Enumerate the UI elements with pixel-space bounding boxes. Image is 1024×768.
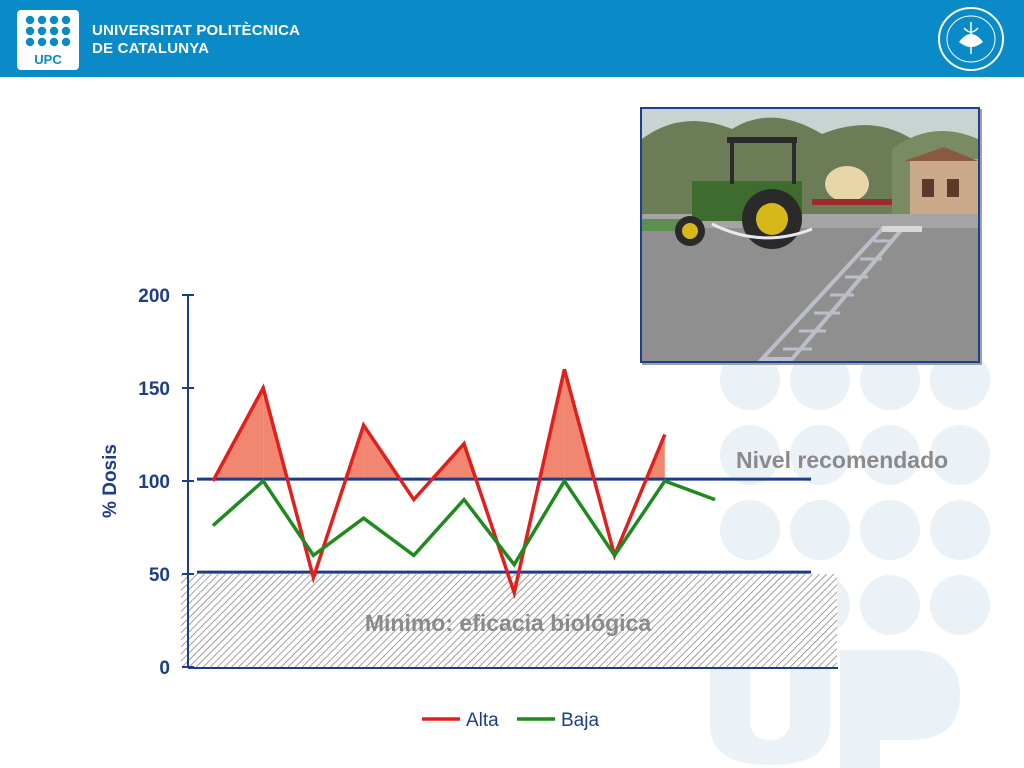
- tractor-sprayer-photo: [640, 107, 980, 363]
- series-line-alta: [211, 368, 667, 600]
- logo-dot: [25, 15, 35, 25]
- logo-dot: [49, 26, 59, 36]
- logo-dot: [49, 15, 59, 25]
- recommended-level-label: Nivel recomendado: [736, 447, 948, 473]
- logo-dot: [25, 37, 35, 47]
- minimum-efficacy-label: Mínimo: eficacia biológica: [365, 610, 651, 636]
- y-tick-label: 200: [138, 286, 170, 307]
- logo-text: UPC: [34, 52, 62, 67]
- logo-dot: [61, 37, 71, 47]
- logo-dot: [49, 37, 59, 47]
- university-name-line2: DE CATALUNYA: [92, 40, 210, 57]
- university-name: UNIVERSITAT POLITÈCNICA DE CATALUNYA: [92, 22, 300, 58]
- header-bar: UPC UNIVERSITAT POLITÈCNICA DE CATALUNYA: [0, 0, 1024, 77]
- school-seal-icon: [938, 7, 1004, 71]
- legend-label-baja: Baja: [561, 710, 599, 731]
- y-tick-label: 150: [138, 379, 170, 400]
- y-tick-label: 50: [149, 565, 170, 586]
- logo-dot: [61, 26, 71, 36]
- logo-dot: [37, 26, 47, 36]
- logo-dot: [37, 37, 47, 47]
- y-tick-label: 0: [159, 658, 170, 679]
- minimum-hatched-region: [181, 574, 837, 667]
- legend-label-alta: Alta: [466, 710, 499, 731]
- logo-dot: [25, 26, 35, 36]
- y-axis-label: % Dosis: [100, 444, 121, 518]
- university-name-line1: UNIVERSITAT POLITÈCNICA: [92, 22, 301, 39]
- y-tick-label: 100: [138, 472, 170, 493]
- logo-dot: [37, 15, 47, 25]
- upc-logo: UPC: [17, 10, 79, 70]
- logo-dot: [61, 15, 71, 25]
